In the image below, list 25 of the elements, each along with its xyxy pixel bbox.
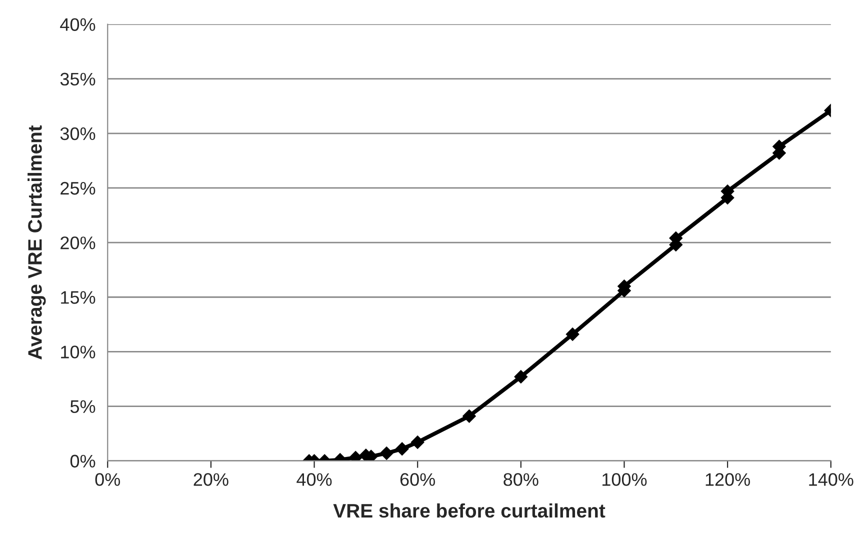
- point: [410, 436, 424, 449]
- x-tick-label: 0%: [95, 473, 120, 486]
- x-tick-label: 60%: [400, 473, 436, 486]
- y-tick-label: 0%: [70, 454, 96, 468]
- y-tick-label: 5%: [70, 400, 96, 413]
- y-tick-label: 20%: [60, 236, 96, 250]
- x-tick-label: 120%: [706, 473, 750, 486]
- point: [566, 328, 580, 341]
- x-tick-label: 100%: [602, 473, 647, 486]
- x-tick-label: 40%: [296, 473, 332, 486]
- y-tick-label: 40%: [60, 18, 96, 31]
- x-tick-label: 20%: [194, 473, 228, 486]
- y-tick-label: 10%: [61, 346, 96, 358]
- y-axis-title: Average VRE Curtailment: [28, 125, 46, 360]
- y-tick-label: 15%: [61, 291, 96, 304]
- y-tick-label: 35%: [60, 72, 96, 86]
- x-tick-label: 140%: [809, 473, 854, 486]
- point: [462, 410, 476, 423]
- x-tick-label: 80%: [504, 473, 538, 486]
- y-tick-label: 30%: [60, 127, 96, 140]
- x-axis-title: VRE share before curtailment: [333, 503, 606, 518]
- point: [380, 446, 394, 460]
- point: [514, 370, 528, 384]
- y-tick-label: 25%: [60, 182, 96, 195]
- point: [396, 442, 409, 456]
